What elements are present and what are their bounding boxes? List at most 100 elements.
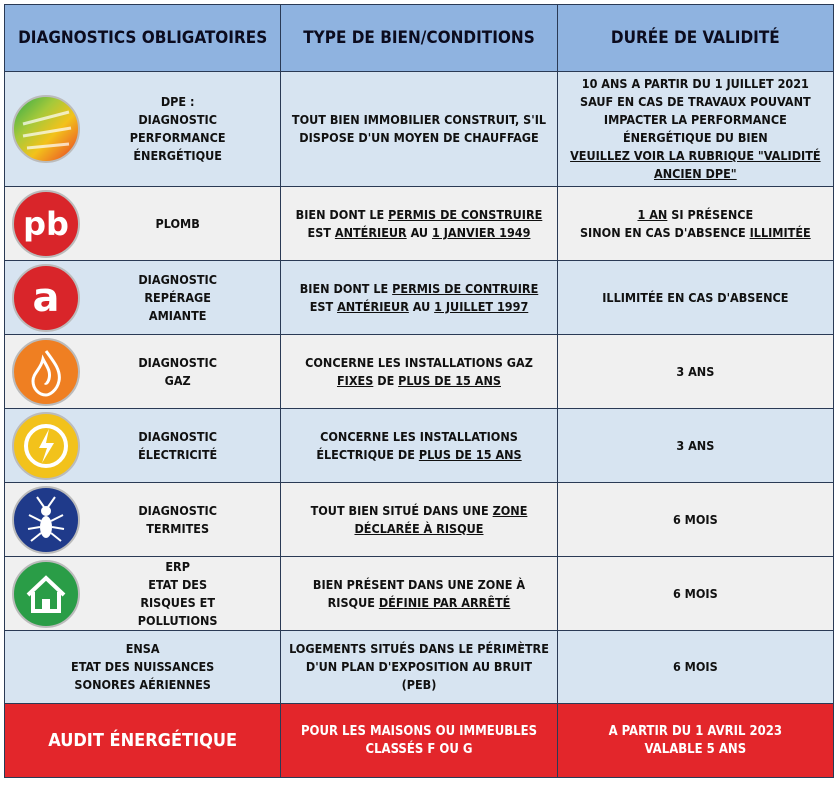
icon	[12, 485, 80, 554]
validity-cell: A PARTIR DU 1 AVRIL 2023 VALABLE 5 ANS	[556, 703, 835, 778]
name-line: SONORES AÉRIENNES	[74, 677, 211, 692]
diagnostic-name: DIAGNOSTIC REPÉRAGE AMIANTE	[75, 271, 280, 325]
text: BIEN PRÉSENT DANS UNE ZONE À	[312, 576, 526, 592]
condition-cell: BIEN DONT LE PERMIS DE CONSTRUIRE EST AN…	[280, 186, 558, 261]
table-wrap: DIAGNOSTICS OBLIGATOIRES TYPE DE BIEN/CON…	[3, 4, 835, 790]
name-line: PLOMB	[155, 215, 200, 231]
text-line: TOUT BIEN IMMOBILIER CONSTRUIT, S'IL	[281, 111, 556, 129]
text: TOUT BIEN SITUÉ DANS UNE	[310, 502, 493, 518]
text: 3 ANS	[676, 363, 715, 379]
text: ÉLECTRIQUE DE	[316, 446, 419, 462]
text-line: POUR LES MAISONS OU IMMEUBLES	[281, 723, 556, 741]
text: TOUT BIEN IMMOBILIER CONSTRUIT, S'IL	[291, 112, 547, 127]
text: AU	[406, 224, 432, 240]
text-line: 6 MOIS	[558, 658, 833, 676]
text-line: 6 MOIS	[558, 511, 833, 529]
name-line: REPÉRAGE	[144, 289, 211, 305]
underlined-text: DÉFINIE PAR ARRÊTÉ	[378, 594, 511, 610]
diagnostic-cell: DPE : DIAGNOSTIC PERFORMANCE ÉNERGÉTIQUE	[3, 71, 282, 187]
underlined-text: VEUILLEZ VOIR LA RUBRIQUE "VALIDITÉ	[570, 148, 821, 163]
text-line: VALABLE 5 ANS	[558, 741, 833, 759]
diagnostic-name: ENSA ETAT DES NUISSANCES SONORES AÉRIENNES	[5, 640, 280, 694]
name-line: DIAGNOSTIC	[138, 354, 217, 370]
table-row: DIAGNOSTIC GAZ CONCERNE LES INSTALLATIONS …	[3, 334, 835, 409]
text: POUR LES MAISONS OU IMMEUBLES	[300, 723, 538, 739]
icon	[12, 411, 80, 480]
name-line: DPE :	[160, 94, 195, 109]
diagnostic-cell: DIAGNOSTIC GAZ	[3, 334, 282, 409]
text: 3 ANS	[676, 437, 715, 453]
validity-cell: ILLIMITÉE EN CAS D'ABSENCE	[556, 260, 835, 335]
diagnostic-cell: DIAGNOSTIC TERMITES	[3, 482, 282, 557]
diagnostic-cell: a DIAGNOSTIC REPÉRAGE AMIANTE	[3, 260, 282, 335]
text-line: LOGEMENTS SITUÉS DANS LE PÉRIMÈTRE	[281, 640, 556, 658]
text: CLASSÉS F OU G	[365, 741, 473, 757]
diagnostics-table: DIAGNOSTICS OBLIGATOIRES TYPE DE BIEN/CON…	[3, 4, 835, 778]
underlined-text: DÉCLARÉE À RISQUE	[354, 520, 484, 536]
name-line: RISQUES ET	[140, 594, 215, 610]
validity-cell: 6 MOIS	[556, 630, 835, 704]
header-cell: DIAGNOSTICS OBLIGATOIRES	[3, 4, 282, 72]
text: SINON EN CAS D'ABSENCE	[579, 224, 750, 240]
name-line: DIAGNOSTIC	[138, 271, 217, 287]
text-line: D'UN PLAN D'EXPOSITION AU BRUIT	[281, 658, 556, 676]
text-line: 3 ANS	[558, 363, 833, 381]
text-line: 3 ANS	[558, 437, 833, 455]
diagnostic-cell: ERP ETAT DES RISQUES ET POLLUTIONS	[3, 556, 282, 631]
diagnostic-cell: ENSA ETAT DES NUISSANCES SONORES AÉRIENNES	[3, 630, 282, 704]
name-line: DIAGNOSTIC	[138, 112, 217, 127]
text-line: VEUILLEZ VOIR LA RUBRIQUE "VALIDITÉ	[558, 147, 833, 165]
diagnostic-cell: AUDIT ÉNERGÉTIQUE	[3, 703, 282, 778]
text-line: CONCERNE LES INSTALLATIONS GAZ	[281, 354, 556, 372]
text-line: SAUF EN CAS DE TRAVAUX POUVANT	[558, 93, 833, 111]
text-line: ÉNERGÉTIQUE DU BIEN	[558, 129, 833, 147]
text: (PEB)	[401, 677, 437, 692]
text: BIEN DONT LE	[295, 206, 389, 222]
diagnostic-cell: pb PLOMB	[3, 186, 282, 261]
name-line: ETAT DES	[148, 576, 208, 592]
validity-cell: 3 ANS	[556, 334, 835, 409]
header-row: DIAGNOSTICS OBLIGATOIRES TYPE DE BIEN/CON…	[3, 4, 835, 72]
underlined-text: FIXES	[336, 372, 374, 388]
diagnostic-name: AUDIT ÉNERGÉTIQUE	[5, 731, 280, 750]
condition-cell: TOUT BIEN IMMOBILIER CONSTRUIT, S'IL DISP…	[280, 71, 558, 187]
icon	[12, 559, 80, 628]
condition-cell: CONCERNE LES INSTALLATIONS ÉLECTRIQUE DE …	[280, 408, 558, 483]
name-line: POLLUTIONS	[137, 612, 218, 628]
name-line: GAZ	[164, 372, 191, 388]
text: EST	[309, 298, 338, 314]
text-line: RISQUE DÉFINIE PAR ARRÊTÉ	[281, 594, 556, 612]
icon-label: a	[33, 275, 60, 321]
table-row: DIAGNOSTIC ÉLECTRICITÉ CONCERNE LES INSTAL…	[3, 408, 835, 483]
text-line: BIEN DONT LE PERMIS DE CONSTRUIRE	[281, 206, 556, 224]
text-line: CLASSÉS F OU G	[281, 741, 556, 759]
text: RISQUE	[327, 594, 379, 610]
icon: pb	[12, 189, 80, 258]
name-line: TERMITES	[146, 520, 210, 536]
text: A PARTIR DU 1 AVRIL 2023	[608, 723, 783, 739]
validity-cell: 1 AN SI PRÉSENCE SINON EN CAS D'ABSENCE I…	[556, 186, 835, 261]
text: SAUF EN CAS DE TRAVAUX POUVANT	[579, 94, 811, 109]
condition-cell: LOGEMENTS SITUÉS DANS LE PÉRIMÈTRE D'UN P…	[280, 630, 558, 704]
text: D'UN PLAN D'EXPOSITION AU BRUIT	[305, 659, 533, 674]
text-line: BIEN DONT LE PERMIS DE CONTRUIRE	[281, 280, 556, 298]
validity-cell: 6 MOIS	[556, 556, 835, 631]
table-row: pb PLOMB BIEN DONT LE PERMIS DE CONSTRUIRE…	[3, 186, 835, 261]
name-line: PERFORMANCE	[129, 130, 226, 145]
underlined-text: PERMIS DE CONSTRUIRE	[388, 206, 543, 222]
text: AU	[408, 298, 435, 314]
table-row: DPE : DIAGNOSTIC PERFORMANCE ÉNERGÉTIQUE TOU…	[3, 71, 835, 187]
header-cell: TYPE DE BIEN/CONDITIONS	[280, 4, 558, 72]
text: 6 MOIS	[672, 585, 718, 601]
text: CONCERNE LES INSTALLATIONS	[320, 428, 518, 444]
text: 6 MOIS	[672, 659, 718, 674]
icon-label: pb	[23, 205, 69, 243]
underlined-text: 1 AN	[637, 206, 668, 222]
name-line: DIAGNOSTIC	[138, 428, 217, 444]
underlined-text: PLUS DE 15 ANS	[398, 372, 501, 388]
text: ÉNERGÉTIQUE DU BIEN	[622, 130, 768, 145]
underlined-text: 1 JUILLET 1997	[434, 298, 529, 314]
underlined-text: ZONE	[492, 502, 528, 518]
text: LOGEMENTS SITUÉS DANS LE PÉRIMÈTRE	[289, 641, 549, 656]
